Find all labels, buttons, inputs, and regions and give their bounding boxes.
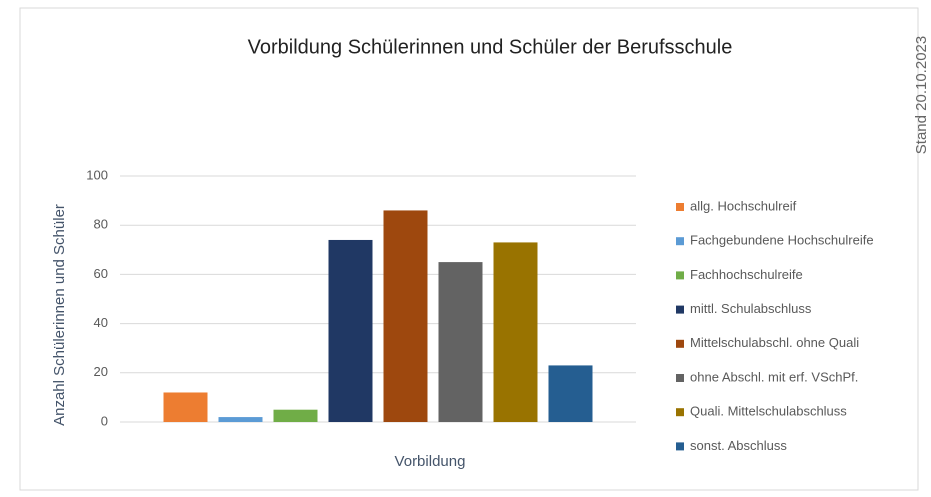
legend-label: sonst. Abschluss bbox=[690, 438, 787, 453]
y-tick-label: 80 bbox=[94, 217, 108, 232]
y-tick-label: 0 bbox=[101, 413, 108, 428]
bar bbox=[273, 409, 318, 422]
bar bbox=[218, 417, 263, 422]
y-tick-label: 60 bbox=[94, 266, 108, 281]
legend-label: Fachhochschulreife bbox=[690, 267, 803, 282]
bar bbox=[493, 242, 538, 422]
y-tick-label: 40 bbox=[94, 315, 108, 330]
x-axis-label: Vorbildung bbox=[395, 453, 466, 470]
legend-label: Fachgebundene Hochschulreife bbox=[690, 233, 874, 248]
legend-swatch bbox=[676, 271, 684, 280]
legend-swatch bbox=[676, 305, 684, 314]
legend-label: ohne Abschl. mit erf. VSchPf. bbox=[690, 369, 858, 384]
y-tick-label: 20 bbox=[94, 364, 108, 379]
legend-label: Quali. Mittelschulabschluss bbox=[690, 404, 847, 419]
bar bbox=[163, 392, 208, 422]
legend-label: allg. Hochschulreif bbox=[690, 198, 797, 213]
chart-title: Vorbildung Schülerinnen und Schüler der … bbox=[248, 36, 733, 58]
legend-swatch bbox=[676, 408, 684, 417]
y-tick-label: 100 bbox=[86, 167, 108, 182]
legend-label: Mittelschulabschl. ohne Quali bbox=[690, 335, 859, 350]
y-axis-label: Anzahl Schülerinnen und Schüler bbox=[51, 204, 68, 426]
bar bbox=[328, 239, 373, 422]
legend-swatch bbox=[676, 339, 684, 348]
bar bbox=[438, 262, 483, 422]
bar bbox=[548, 365, 593, 422]
legend-swatch bbox=[676, 374, 684, 382]
legend-swatch bbox=[676, 237, 684, 246]
bar bbox=[383, 210, 428, 422]
legend-swatch bbox=[676, 203, 684, 211]
legend-label: mittl. Schulabschluss bbox=[690, 301, 812, 316]
legend-swatch bbox=[676, 442, 684, 451]
annotation: Stand 20.10.2023 bbox=[913, 36, 930, 154]
